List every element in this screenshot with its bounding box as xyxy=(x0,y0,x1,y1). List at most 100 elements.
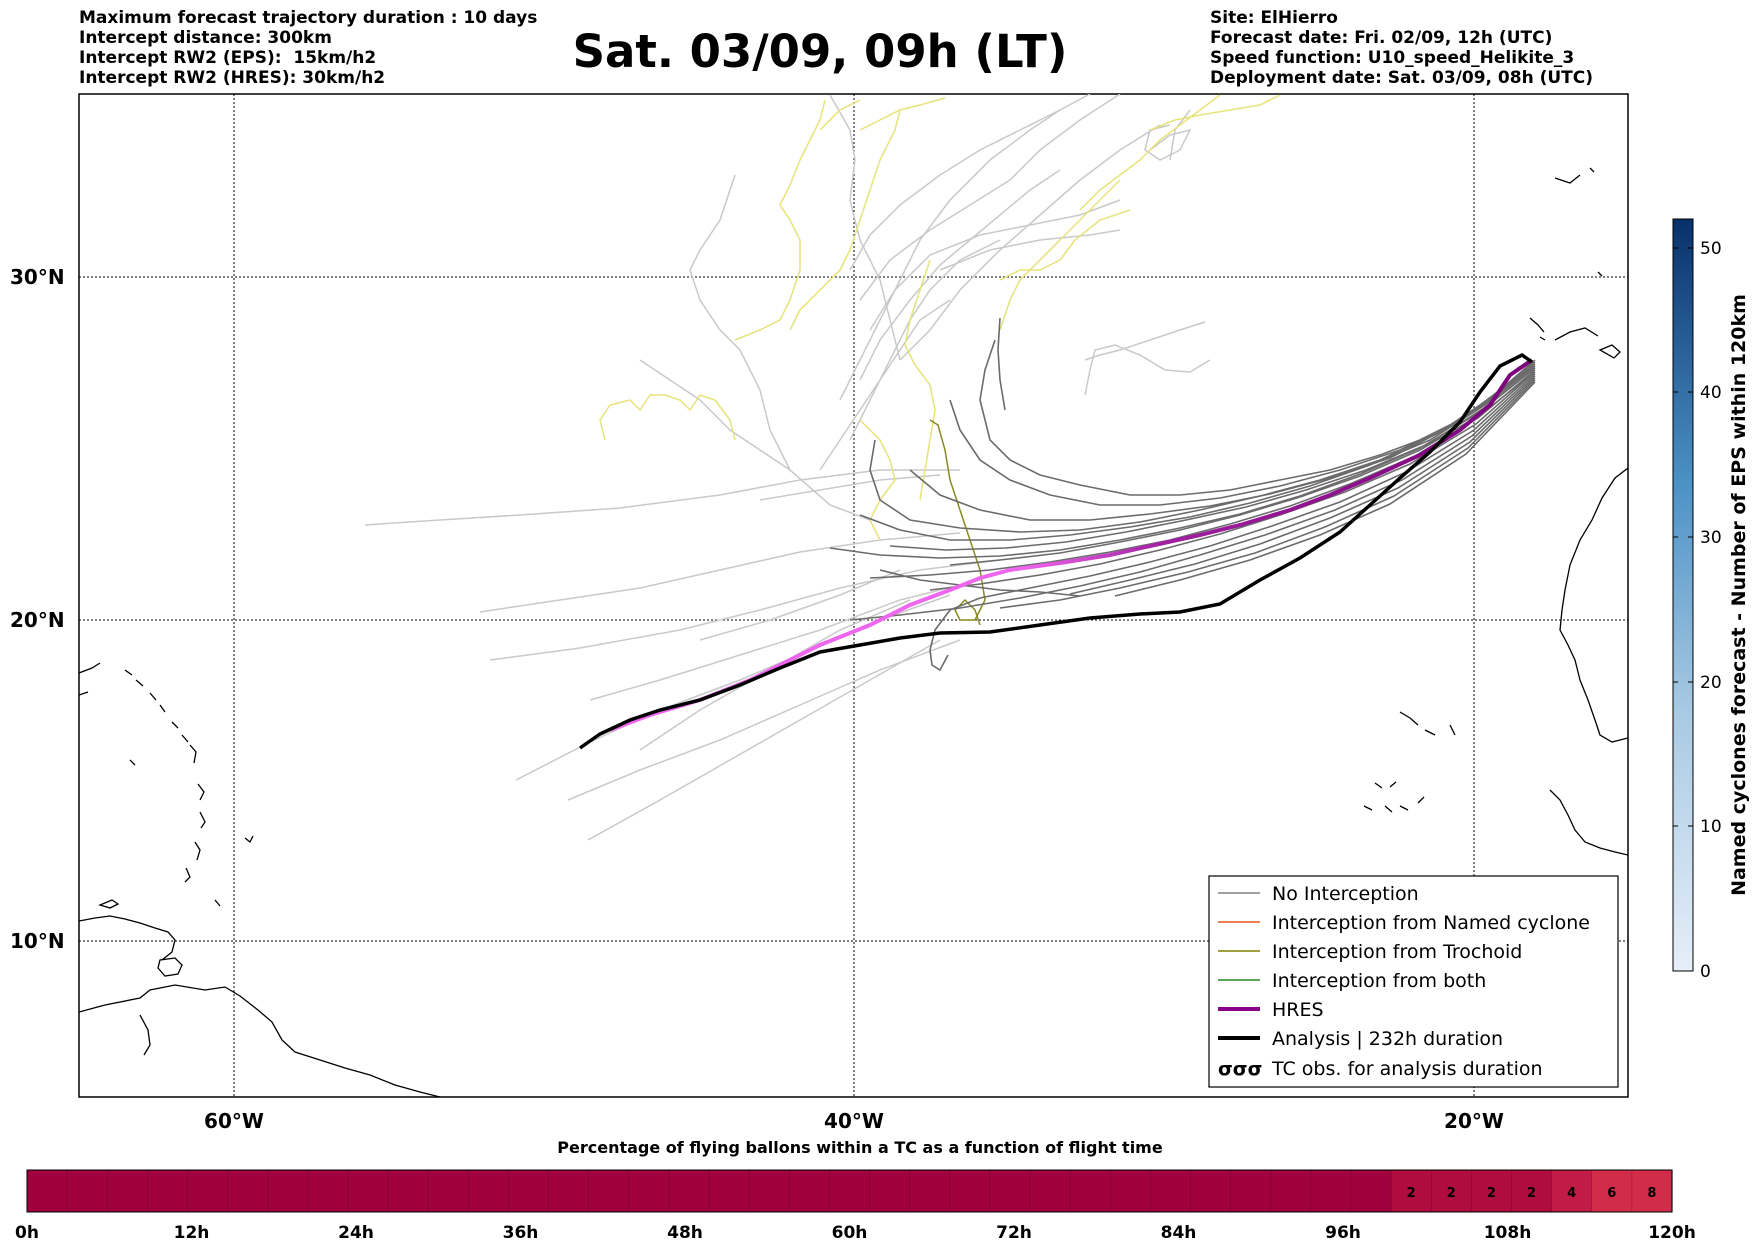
colorbar-bottom-tick-label: 84h xyxy=(1161,1223,1197,1241)
coast-cape-verde xyxy=(1363,711,1456,813)
eps-traj xyxy=(829,94,901,361)
colorbar-bottom-cell xyxy=(1230,1169,1272,1213)
colorbar-bottom-cell xyxy=(989,1169,1031,1213)
page-title: Sat. 03/09, 09h (LT) xyxy=(572,25,1068,78)
hres-trajectory xyxy=(609,358,1534,732)
colorbar-bottom-cell xyxy=(1430,1169,1473,1213)
colorbar-bottom-cell xyxy=(668,1169,710,1213)
colorbar-bottom-cell xyxy=(66,1169,109,1213)
eps-traj xyxy=(567,639,961,801)
colorbar-bottom-cell xyxy=(227,1169,269,1213)
eps-traj-dark xyxy=(929,373,1536,672)
eps-traj-dark xyxy=(869,365,1536,533)
colorbar-bottom-cell xyxy=(267,1169,309,1213)
colorbar-right-tick-50: 50 xyxy=(1700,239,1722,259)
colorbar-bottom-cell xyxy=(1631,1169,1673,1213)
colorbar-right-tick-40: 40 xyxy=(1700,383,1722,403)
eps-traj-dark xyxy=(859,365,1536,541)
colorbar-right: 0 10 20 30 40 50 Named cyclones forecast… xyxy=(1672,218,1750,982)
colorbar-bottom-cell xyxy=(1310,1169,1352,1213)
trochoid-traj xyxy=(789,109,901,331)
coast-azores xyxy=(1597,271,1603,277)
lat-label-30n: 30°N xyxy=(10,265,65,289)
eps-traj xyxy=(689,174,871,521)
colorbar-bottom-tick-label: 60h xyxy=(832,1223,868,1241)
colorbar-bottom-tick-label: 72h xyxy=(996,1223,1032,1241)
legend-swatch-tc-obs-icon: σσσ xyxy=(1218,1058,1262,1080)
eps-traj-dark xyxy=(1114,381,1536,597)
colorbar-bottom-cell xyxy=(387,1169,430,1213)
header-right-line-2: Forecast date: Fri. 02/09, 12h (UTC) xyxy=(1210,28,1553,48)
trochoid-traj xyxy=(904,259,936,501)
trochoid-traj xyxy=(859,97,946,131)
eps-traj xyxy=(859,169,1061,381)
legend-label-trochoid: Interception from Trochoid xyxy=(1272,941,1522,963)
header-right-info: Site: ElHierro Forecast date: Fri. 02/09… xyxy=(1210,8,1593,88)
coast-antilles-1 xyxy=(79,915,176,961)
colorbar-bottom-cell xyxy=(548,1169,590,1213)
colorbar-bottom-cell xyxy=(869,1169,911,1213)
eps-traj-dark xyxy=(889,367,1536,551)
colorbar-bottom-cell xyxy=(1109,1169,1152,1213)
colorbar-bottom-cell xyxy=(1511,1169,1553,1213)
colorbar-bottom-cell xyxy=(1190,1169,1232,1213)
colorbar-bottom-cell xyxy=(1471,1169,1513,1213)
trochoid-olive-trajectories xyxy=(929,419,986,626)
eps-traj xyxy=(364,469,960,526)
coast-africa xyxy=(1559,467,1628,743)
trochoid-traj xyxy=(1079,94,1221,211)
graticule xyxy=(79,94,1628,1097)
coast-africa-south xyxy=(1549,789,1628,856)
colorbar-right-tick-20: 20 xyxy=(1700,673,1722,693)
eps-traj xyxy=(589,579,981,701)
lat-label-10n: 10°N xyxy=(10,929,65,953)
colorbar-bottom-cell-value: 6 xyxy=(1607,1186,1616,1201)
colorbar-bottom-cell xyxy=(708,1169,750,1213)
colorbar-bottom-cell xyxy=(1029,1169,1071,1213)
coast-caribbean-islands xyxy=(79,662,254,844)
coast-south-america-north xyxy=(139,1014,151,1056)
coast-lesser-antilles xyxy=(184,744,221,907)
colorbar-bottom-cell xyxy=(1270,1169,1312,1213)
header-right-line-3: Speed function: U10_speed_Helikite_3 xyxy=(1210,48,1575,68)
colorbar-bottom-cell xyxy=(1069,1169,1112,1213)
colorbar-bottom-cell xyxy=(106,1169,149,1213)
colorbar-bottom-cell-value: 8 xyxy=(1647,1186,1656,1201)
eps-traj xyxy=(819,299,951,471)
eps-traj xyxy=(899,124,1161,361)
trochoid-yellow-trajectories xyxy=(599,94,1281,541)
eps-traj-dark xyxy=(849,375,1536,621)
eps-traj xyxy=(587,639,941,841)
legend-label-both: Interception from both xyxy=(1272,970,1486,992)
trochoid-traj xyxy=(999,209,1131,281)
colorbar-bottom-cell xyxy=(1150,1169,1192,1213)
eps-traj xyxy=(1169,109,1191,161)
legend-label-hres: HRES xyxy=(1272,999,1324,1021)
legend-label-no-interception: No Interception xyxy=(1272,883,1419,905)
colorbar-bottom-cell xyxy=(1350,1169,1392,1213)
header-left-line-3: Intercept RW2 (EPS): 15km/h2 xyxy=(79,48,377,68)
eps-traj-dark xyxy=(879,569,1081,597)
colorbar-bottom-tick-label: 120h xyxy=(1648,1223,1696,1241)
eps-traj xyxy=(859,94,1121,301)
trochoid-traj xyxy=(734,99,826,341)
colorbar-bottom-cell xyxy=(187,1169,229,1213)
colorbar-bottom-tick-label: 12h xyxy=(174,1223,210,1241)
colorbar-bottom-cell-value: 4 xyxy=(1567,1186,1576,1201)
coast-trinidad xyxy=(157,957,183,977)
colorbar-bottom-cell-value: 2 xyxy=(1407,1186,1416,1201)
colorbar-bottom-cell xyxy=(628,1169,670,1213)
coast-canaries xyxy=(1529,317,1621,359)
colorbar-bottom-cell xyxy=(427,1169,470,1213)
colorbar-bottom-tick-label: 96h xyxy=(1325,1223,1361,1241)
header-right-line-1: Site: ElHierro xyxy=(1210,8,1338,28)
colorbar-bottom-cell-value: 2 xyxy=(1447,1186,1456,1201)
coast-antilles-2 xyxy=(98,899,120,909)
lon-label-40w: 40°W xyxy=(824,1109,884,1133)
lon-label-60w: 60°W xyxy=(204,1109,264,1133)
eps-traj xyxy=(489,559,1001,661)
eps-traj-dark xyxy=(997,317,1006,411)
header-left-line-2: Intercept distance: 300km xyxy=(79,28,332,48)
colorbar-bottom-cell xyxy=(307,1169,349,1213)
eps-traj xyxy=(1084,344,1211,396)
